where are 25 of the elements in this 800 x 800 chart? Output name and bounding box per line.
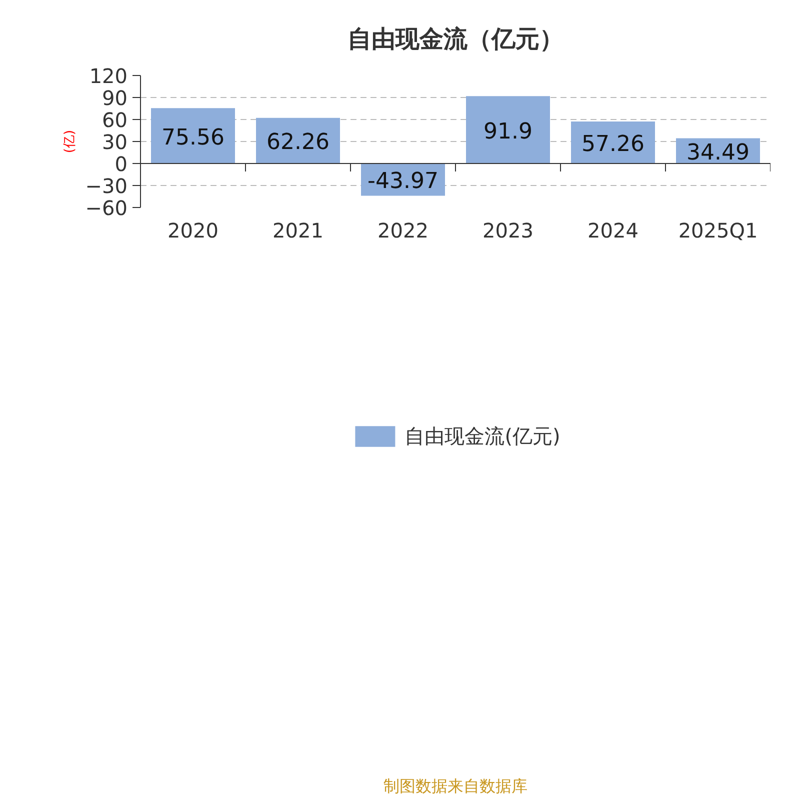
- data-label: -43.97: [368, 169, 438, 194]
- data-label: 34.49: [686, 140, 750, 166]
- data-label: 91.9: [484, 119, 532, 144]
- x-tick-label: 2020: [168, 218, 218, 242]
- y-axis-title: (亿): [62, 130, 78, 154]
- x-tick-label: 2022: [378, 218, 428, 242]
- y-tick-label: −60: [85, 196, 128, 220]
- y-tick-label: −30: [85, 174, 128, 198]
- data-label: 75.56: [162, 125, 224, 150]
- y-tick-label: 90: [102, 86, 128, 110]
- data-label: 62.26: [266, 130, 330, 156]
- y-tick-label: 120: [89, 64, 128, 88]
- data-label: 57.26: [582, 132, 644, 158]
- y-tick-label: 30: [102, 130, 128, 154]
- x-tick-label: 2023: [482, 218, 534, 242]
- text: 制图数据来自数据库: [384, 776, 528, 796]
- chart-title: 自由现金流（亿元）: [348, 25, 564, 53]
- bar: [151, 108, 235, 164]
- legend-label: 自由现金流(亿元): [404, 422, 560, 450]
- y-tick-label: 0: [114, 152, 128, 176]
- x-tick-label: 2021: [272, 218, 324, 242]
- bar: [466, 96, 550, 164]
- y-tick-label: 60: [102, 108, 128, 132]
- x-tick-label: 2025Q1: [678, 218, 758, 242]
- x-tick-label: 2024: [588, 218, 638, 242]
